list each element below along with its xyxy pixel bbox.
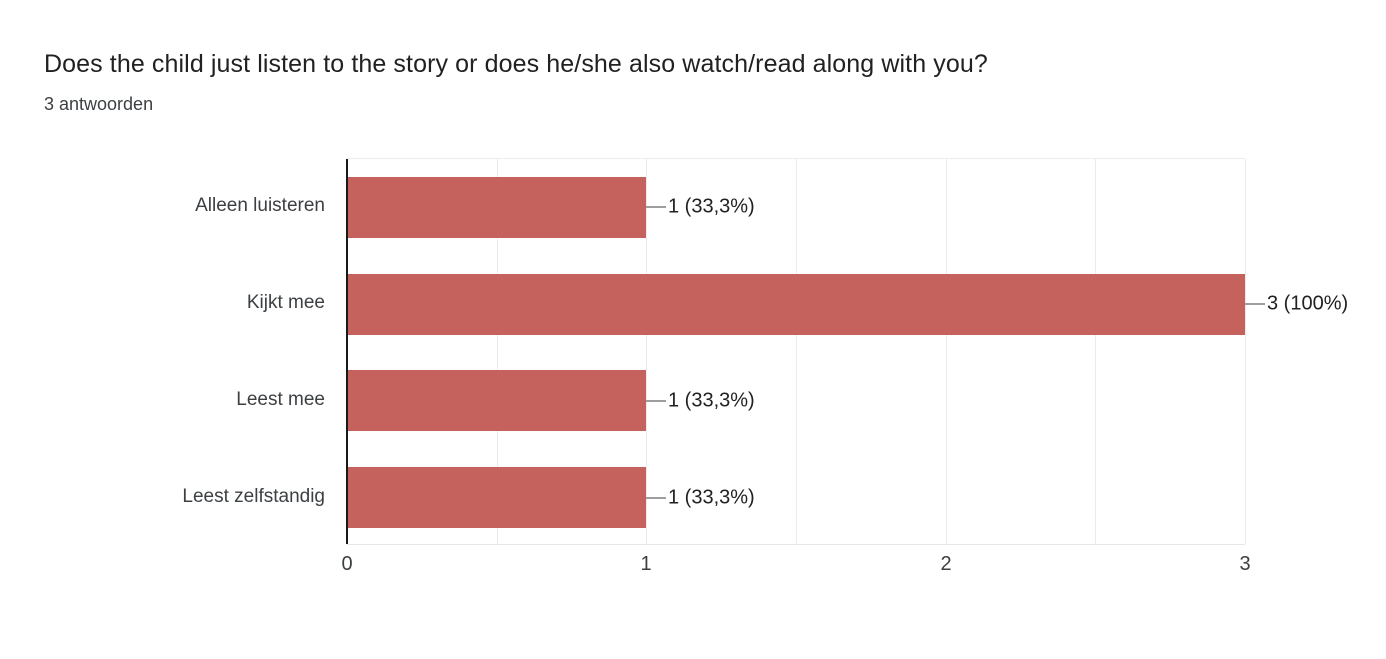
value-connector-stem xyxy=(646,206,666,208)
question-title: Does the child just listen to the story … xyxy=(44,50,988,78)
category-label: Leest mee xyxy=(236,389,325,410)
answer-count: 3 antwoorden xyxy=(44,94,154,114)
gridline xyxy=(1095,159,1096,544)
value-connector-stem xyxy=(1245,303,1265,305)
gridline xyxy=(796,159,797,544)
value-label: 1 (33,3%) xyxy=(668,389,755,412)
plot-area: 1 (33,3%) 3 (100%) 1 (33,3%) 1 (33,3%) xyxy=(346,158,1348,545)
y-axis-line xyxy=(346,159,348,544)
value-label: 1 (33,3%) xyxy=(668,195,755,218)
category-label: Leest zelfstandig xyxy=(182,486,325,507)
gridline xyxy=(497,159,498,544)
category-label: Kijkt mee xyxy=(246,292,325,313)
gridline xyxy=(946,159,947,544)
value-connector-stem xyxy=(646,400,666,402)
value-label: 3 (100%) xyxy=(1267,292,1349,315)
category-label: Alleen luisteren xyxy=(195,195,325,216)
x-tick-label: 1 xyxy=(640,553,652,575)
value-label: 1 (33,3%) xyxy=(668,486,755,509)
gridline xyxy=(646,159,647,544)
value-connector-stem xyxy=(646,497,666,499)
x-tick-label: 0 xyxy=(341,553,353,575)
bar-4 xyxy=(348,467,646,528)
bar-3 xyxy=(348,370,646,431)
gridline xyxy=(1245,159,1246,544)
x-tick-label: 3 xyxy=(1239,553,1251,575)
x-tick-label: 2 xyxy=(940,553,952,575)
bar-2 xyxy=(348,274,1245,335)
bar-1 xyxy=(348,177,646,238)
